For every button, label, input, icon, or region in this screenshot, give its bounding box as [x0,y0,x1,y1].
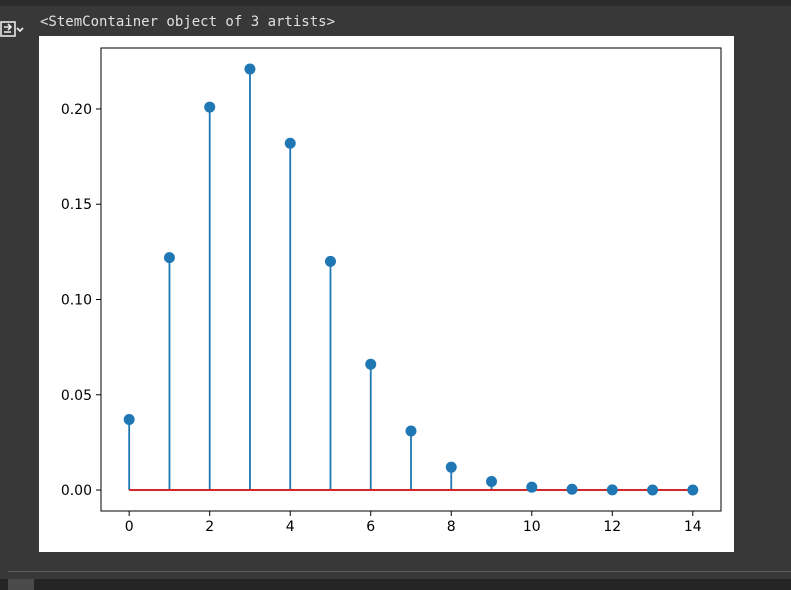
y-tick-label: 0.20 [61,102,92,118]
axes-frame [100,47,722,512]
x-tick-label: 10 [523,519,541,535]
y-tick-label: 0.00 [61,483,92,499]
plot-card: 0 2 4 6 8 10 12 14 0.00 0.05 0.10 0.15 0.20 [39,36,734,552]
y-tick-label: 0.10 [61,293,92,309]
bottom-tab[interactable] [8,579,34,590]
y-tick-label: 0.15 [61,197,92,213]
stem-marker [284,137,296,149]
stem-marker [204,101,216,113]
x-tick-label: 8 [447,519,456,535]
stem-marker [123,414,135,426]
stem-marker [566,483,578,495]
cell-divider [8,571,791,572]
top-bar [0,0,791,6]
stem-marker [445,461,457,473]
stem-marker [687,484,699,496]
stem-marker [526,481,538,493]
stem-marker [486,475,498,487]
x-tick-label: 4 [286,519,295,535]
bottom-bar [0,579,791,590]
x-tick-label: 6 [366,519,375,535]
output-toggle-icon[interactable] [0,18,24,42]
output-gutter [0,6,30,566]
output-repr-text: <StemContainer object of 3 artists> [40,14,336,30]
stem-plot: 0 2 4 6 8 10 12 14 0.00 0.05 0.10 0.15 0.20 [61,47,722,535]
y-tick-label: 0.05 [61,388,92,404]
stem-marker [647,484,659,496]
stem-marker [365,358,377,370]
x-tick-label: 14 [684,519,702,535]
stem-marker [405,425,417,437]
x-tick-label: 0 [125,519,134,535]
x-tick-label: 2 [205,519,214,535]
x-tick-label: 12 [603,519,621,535]
stem-marker [324,255,336,267]
stem-marker [606,484,618,496]
stem-marker [163,252,175,264]
stem-marker [244,63,256,75]
